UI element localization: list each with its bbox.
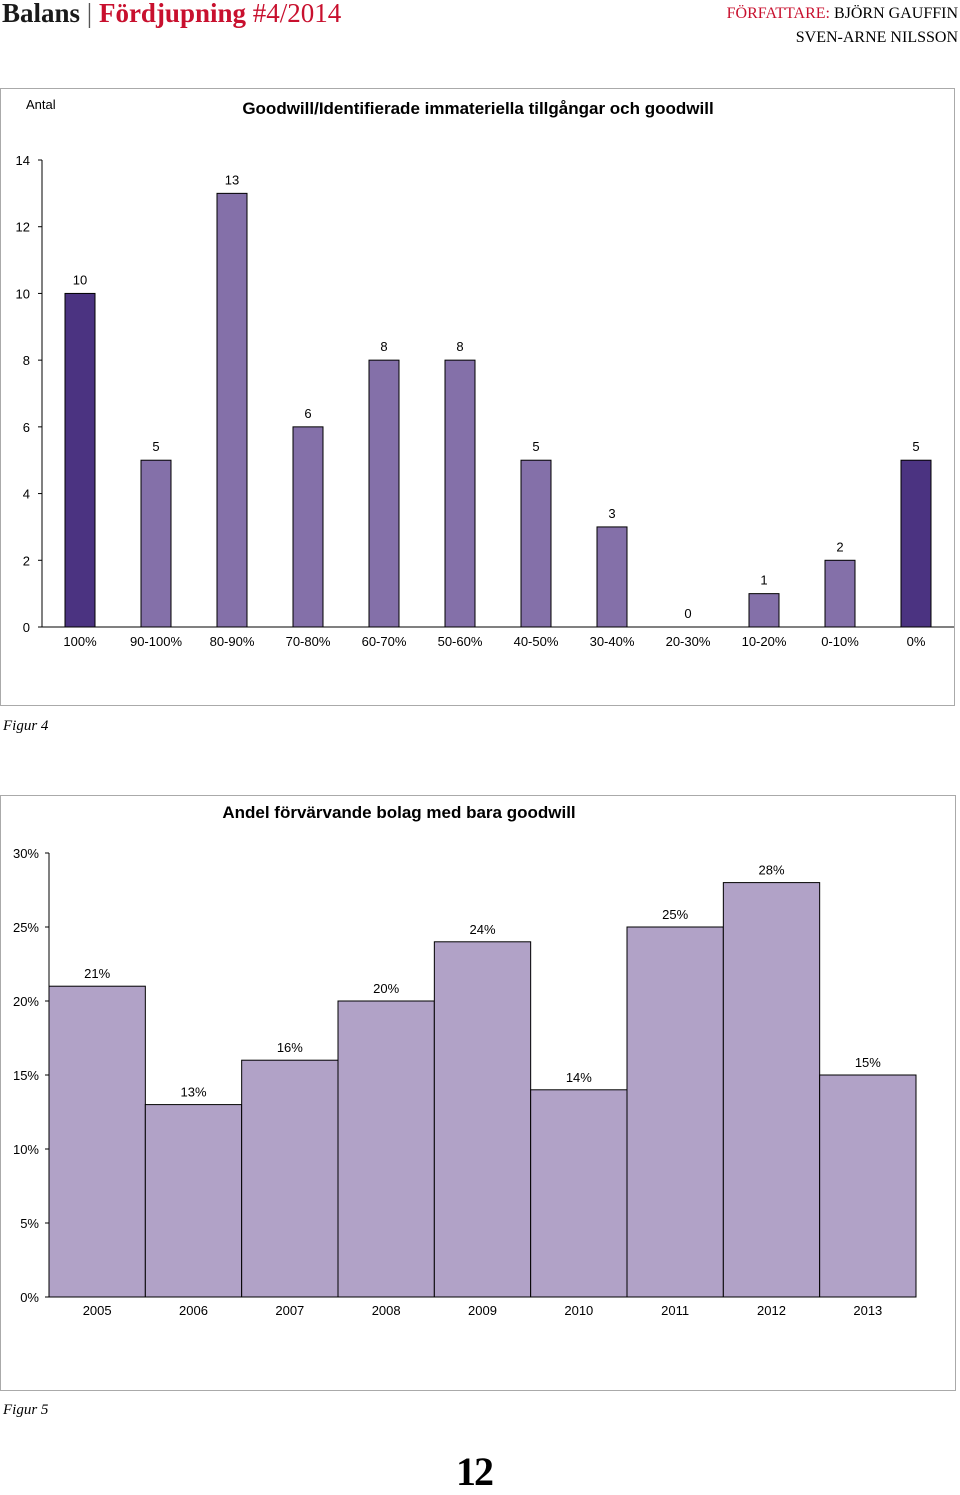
x-tick-label: 2013 bbox=[853, 1303, 882, 1318]
bar-value-label: 10 bbox=[73, 272, 87, 287]
y-tick-label: 8 bbox=[23, 353, 30, 368]
figure-5-caption: Figur 5 bbox=[3, 1402, 49, 1418]
brand-name: Balans bbox=[2, 0, 81, 28]
y-tick-label: 10% bbox=[13, 1142, 39, 1157]
bar bbox=[241, 1059, 339, 1298]
issue-number: #4/2014 bbox=[252, 0, 342, 28]
bar-value-label: 8 bbox=[456, 339, 463, 354]
bar bbox=[722, 882, 821, 1298]
chart-title: Goodwill/Identifierade immateriella till… bbox=[242, 99, 713, 118]
x-tick-label: 50-60% bbox=[438, 634, 483, 649]
bar bbox=[48, 985, 146, 1298]
x-tick-label: 2006 bbox=[179, 1303, 208, 1318]
x-tick-label: 0-10% bbox=[821, 634, 859, 649]
bar bbox=[433, 941, 532, 1298]
x-tick-label: 20-30% bbox=[666, 634, 711, 649]
bar bbox=[444, 359, 476, 628]
bar bbox=[292, 426, 324, 628]
bar-value-label: 2 bbox=[836, 539, 843, 554]
y-tick-label: 20% bbox=[13, 994, 39, 1009]
header-authors: FÖRFATTARE: BJÖRN GAUFFIN SVEN-ARNE NILS… bbox=[727, 2, 958, 50]
bar-value-label: 3 bbox=[608, 506, 615, 521]
x-tick-label: 10-20% bbox=[742, 634, 787, 649]
bar-value-label: 15% bbox=[855, 1055, 881, 1070]
x-tick-label: 70-80% bbox=[286, 634, 331, 649]
bar-value-label: 13% bbox=[180, 1085, 206, 1100]
bar bbox=[144, 1104, 243, 1298]
y-tick-label: 6 bbox=[23, 420, 30, 435]
bar-value-label: 1 bbox=[760, 573, 767, 588]
y-tick-label: 5% bbox=[20, 1216, 39, 1231]
bar bbox=[216, 192, 248, 628]
x-tick-label: 30-40% bbox=[590, 634, 635, 649]
bar bbox=[368, 359, 400, 628]
bar bbox=[337, 1000, 435, 1298]
bar-value-label: 21% bbox=[84, 966, 110, 981]
bar bbox=[824, 559, 856, 628]
page-number: 12 bbox=[456, 1449, 494, 1494]
x-tick-label: 60-70% bbox=[362, 634, 407, 649]
bar-value-label: 5 bbox=[152, 439, 159, 454]
y-tick-label: 15% bbox=[13, 1068, 39, 1083]
bar bbox=[900, 459, 932, 628]
x-tick-label: 100% bbox=[63, 634, 97, 649]
y-tick-label: 10 bbox=[16, 286, 30, 301]
bar-value-label: 28% bbox=[758, 863, 784, 878]
y-tick-label: 25% bbox=[13, 920, 39, 935]
bar-value-label: 13 bbox=[225, 172, 239, 187]
x-tick-label: 2009 bbox=[468, 1303, 497, 1318]
y-tick-label: 14 bbox=[16, 153, 30, 168]
x-tick-label: 90-100% bbox=[130, 634, 182, 649]
section-name: Fördjupning bbox=[98, 0, 247, 28]
header-separator: | bbox=[86, 0, 93, 28]
y-tick-label: 0% bbox=[20, 1290, 39, 1305]
author-2: SVEN-ARNE NILSSON bbox=[795, 29, 958, 46]
author-role: FÖRFATTARE: bbox=[726, 5, 830, 22]
bar bbox=[530, 1089, 628, 1298]
bar bbox=[140, 459, 172, 628]
x-tick-label: 2010 bbox=[564, 1303, 593, 1318]
bar-value-label: 20% bbox=[373, 981, 399, 996]
x-tick-label: 0% bbox=[907, 634, 926, 649]
bar-value-label: 0 bbox=[684, 606, 691, 621]
bar bbox=[520, 459, 552, 628]
chart-title: Andel förvärvande bolag med bara goodwil… bbox=[222, 803, 575, 822]
x-tick-label: 2012 bbox=[757, 1303, 786, 1318]
y-tick-label: 30% bbox=[13, 846, 39, 861]
x-tick-label: 2011 bbox=[661, 1303, 689, 1318]
bar-value-label: 14% bbox=[566, 1070, 592, 1085]
x-tick-label: 80-90% bbox=[210, 634, 255, 649]
y-tick-label: 4 bbox=[23, 487, 30, 502]
bar-value-label: 5 bbox=[912, 439, 919, 454]
bar bbox=[748, 593, 780, 628]
x-tick-label: 2008 bbox=[372, 1303, 401, 1318]
y-tick-label: 0 bbox=[23, 620, 30, 635]
bar-value-label: 25% bbox=[662, 907, 688, 922]
bar-value-label: 24% bbox=[469, 922, 495, 937]
y-tick-label: 12 bbox=[16, 220, 30, 235]
x-tick-label: 40-50% bbox=[514, 634, 559, 649]
x-tick-label: 2007 bbox=[275, 1303, 304, 1318]
y-tick-label: 2 bbox=[23, 553, 30, 568]
bar-value-label: 16% bbox=[277, 1040, 303, 1055]
bar-value-label: 8 bbox=[380, 339, 387, 354]
bar-value-label: 5 bbox=[532, 439, 539, 454]
bar bbox=[64, 292, 96, 628]
figure-5-chart: Andel förvärvande bolag med bara goodwil… bbox=[0, 795, 956, 1391]
author-1: BJÖRN GAUFFIN bbox=[833, 5, 958, 22]
bar bbox=[819, 1074, 917, 1298]
x-tick-label: 2005 bbox=[83, 1303, 112, 1318]
header-masthead: Balans | Fördjupning #4/2014 bbox=[2, 0, 341, 29]
figure-4-chart: Goodwill/Identifierade immateriella till… bbox=[0, 88, 955, 706]
bar bbox=[596, 526, 628, 628]
bar-value-label: 6 bbox=[304, 406, 311, 421]
figure-4-caption: Figur 4 bbox=[3, 718, 49, 734]
y-axis-label: Antal bbox=[26, 97, 56, 112]
bar bbox=[626, 926, 724, 1298]
